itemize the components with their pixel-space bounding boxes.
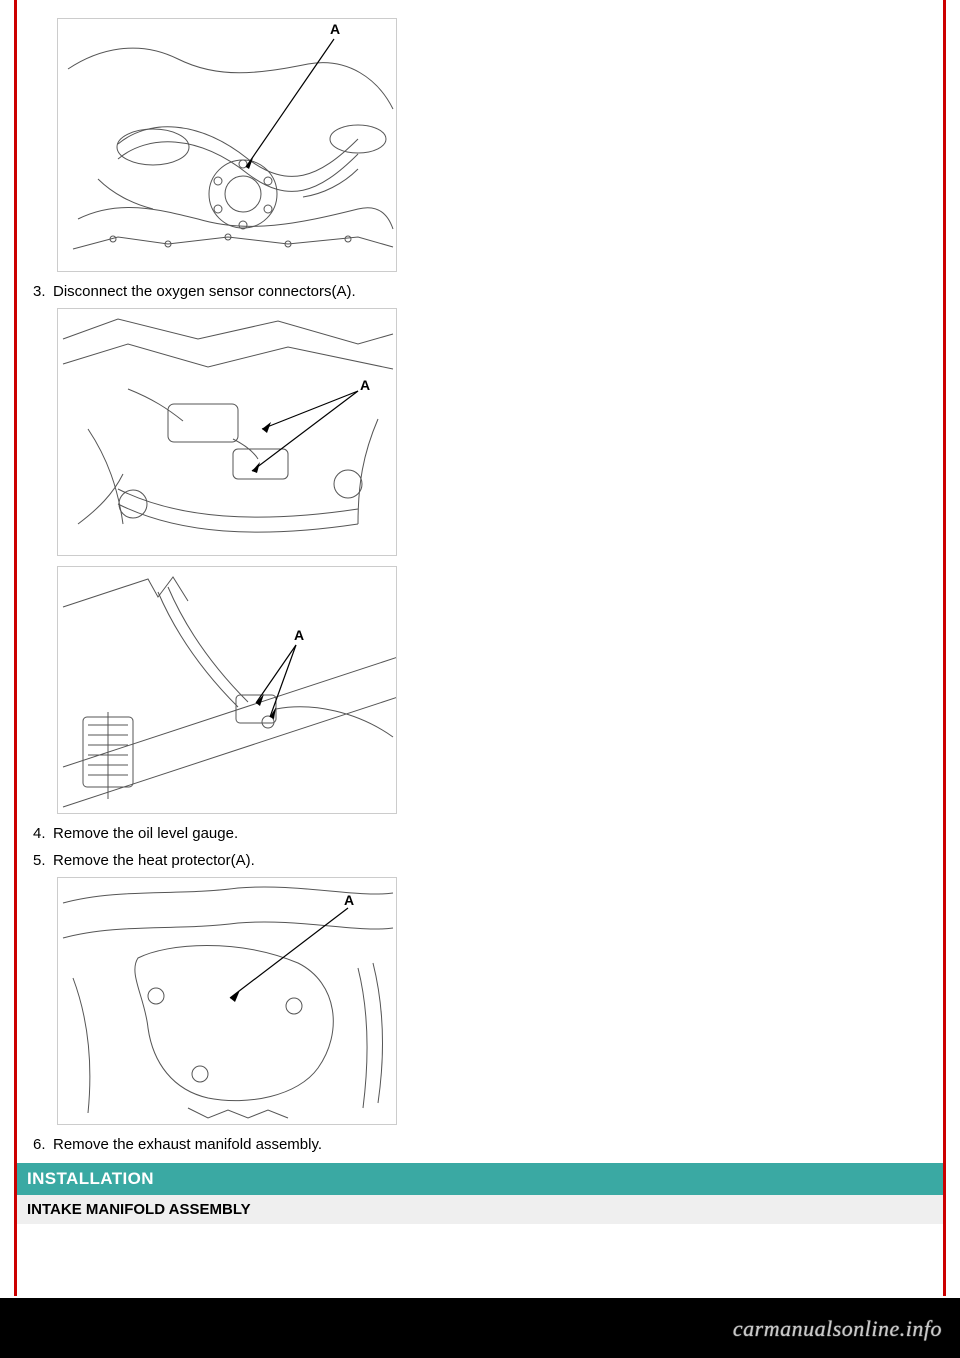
figure-1-svg: [58, 19, 397, 272]
step-3: 3. Disconnect the oxygen sensor connecto…: [31, 282, 929, 302]
step-4: 4. Remove the oil level gauge.: [31, 824, 929, 844]
figure-2-wrap: A: [57, 308, 929, 556]
page: A 3. Disconnect the oxygen sensor connec…: [0, 0, 960, 1358]
figure-4-wrap: A: [57, 877, 929, 1125]
figure-3-svg: [58, 567, 397, 814]
figure-4: A: [57, 877, 397, 1125]
step-3-num: 3.: [31, 282, 53, 302]
step-3-text: Disconnect the oxygen sensor connectors(…: [53, 282, 929, 302]
figure-4-label: A: [344, 892, 354, 908]
subsection-intake-manifold: INTAKE MANIFOLD ASSEMBLY: [17, 1195, 943, 1224]
content-frame: A 3. Disconnect the oxygen sensor connec…: [14, 0, 946, 1296]
figure-1-label: A: [330, 21, 340, 37]
step-4-text: Remove the oil level gauge.: [53, 824, 929, 844]
step-5-text: Remove the heat protector(A).: [53, 851, 929, 871]
figure-3: A: [57, 566, 397, 814]
step-6-num: 6.: [31, 1135, 53, 1155]
step-4-num: 4.: [31, 824, 53, 844]
figure-2-svg: [58, 309, 397, 556]
step-6-text: Remove the exhaust manifold assembly.: [53, 1135, 929, 1155]
figure-3-label: A: [294, 627, 304, 643]
step-5: 5. Remove the heat protector(A).: [31, 851, 929, 871]
step-5-num: 5.: [31, 851, 53, 871]
step-6: 6. Remove the exhaust manifold assembly.: [31, 1135, 929, 1155]
watermark: carmanualsonline.info: [733, 1316, 942, 1342]
figure-1: A: [57, 18, 397, 272]
figure-2-label: A: [360, 377, 370, 393]
figure-1-wrap: A: [57, 18, 929, 272]
section-installation: INSTALLATION: [17, 1163, 943, 1195]
figure-3-wrap: A: [57, 566, 929, 814]
figure-4-svg: [58, 878, 397, 1125]
figure-2: A: [57, 308, 397, 556]
